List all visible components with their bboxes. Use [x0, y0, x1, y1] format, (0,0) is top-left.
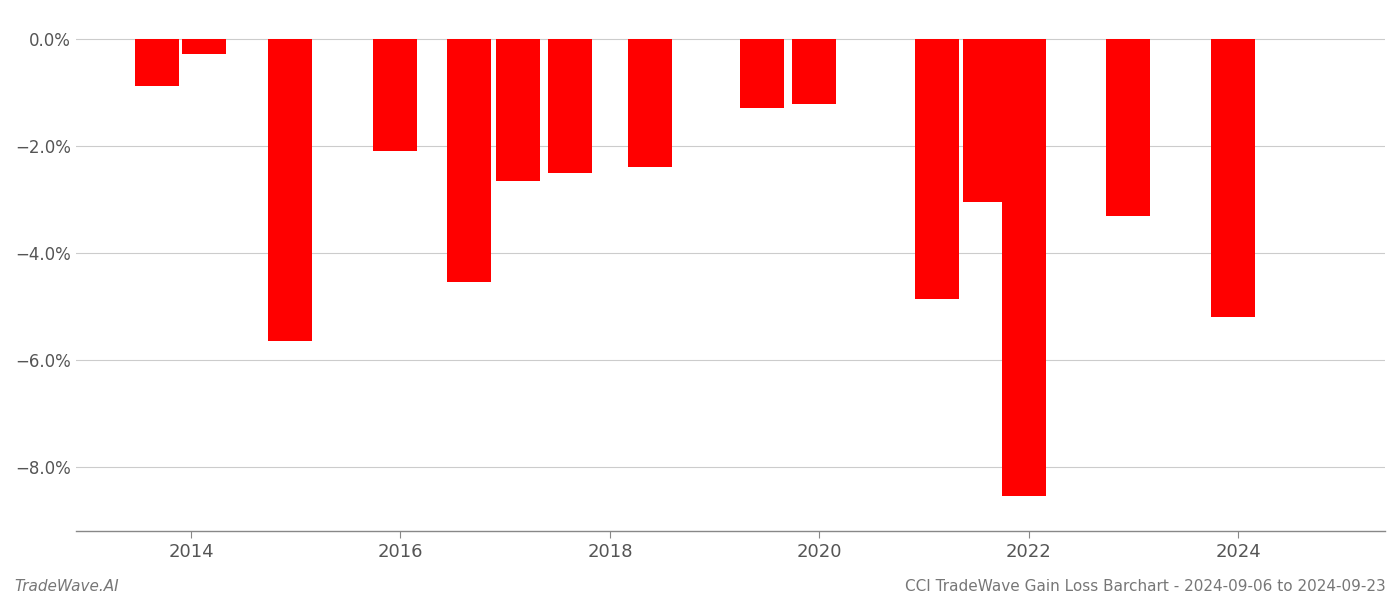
Bar: [136, 39, 179, 86]
Bar: [269, 39, 312, 341]
Bar: [1106, 39, 1151, 215]
Bar: [496, 39, 540, 181]
Bar: [792, 39, 836, 104]
Bar: [1001, 39, 1046, 496]
Text: CCI TradeWave Gain Loss Barchart - 2024-09-06 to 2024-09-23: CCI TradeWave Gain Loss Barchart - 2024-…: [906, 579, 1386, 594]
Bar: [549, 39, 592, 173]
Text: TradeWave.AI: TradeWave.AI: [14, 579, 119, 594]
Bar: [627, 39, 672, 167]
Bar: [374, 39, 417, 151]
Bar: [447, 39, 490, 283]
Bar: [739, 39, 784, 107]
Bar: [182, 39, 225, 53]
Bar: [1211, 39, 1256, 317]
Bar: [914, 39, 959, 299]
Bar: [963, 39, 1007, 202]
